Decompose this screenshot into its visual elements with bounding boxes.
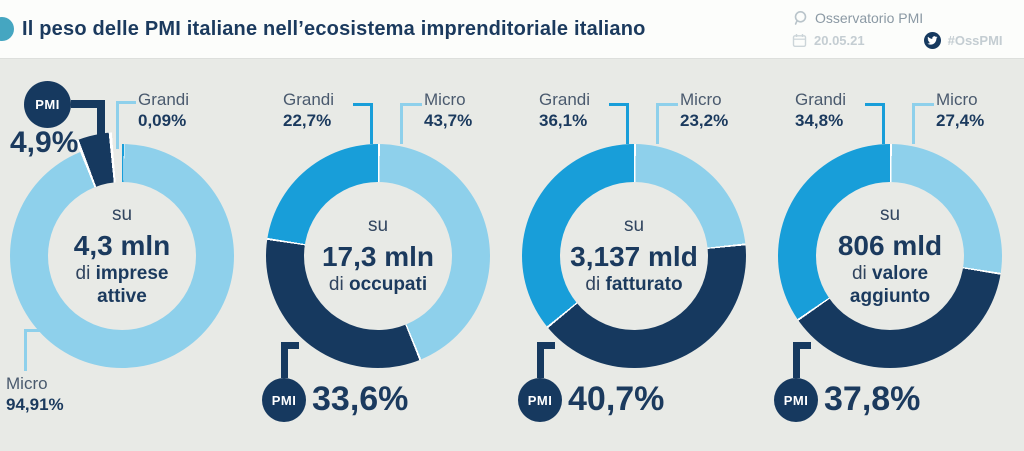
source-row: Osservatorio PMI xyxy=(792,7,1003,29)
donut-center: su 3,137 mld di fatturato xyxy=(560,182,708,330)
date-row: 20.05.21 #OssPMI xyxy=(792,29,1003,51)
center-desc-label: imprese attive xyxy=(95,262,169,307)
header: Il peso delle PMI italiane nell’ecosiste… xyxy=(0,0,1024,59)
pmi-connector xyxy=(71,100,105,156)
grandi-label: Grandi 22,7% xyxy=(283,89,334,132)
grandi-label-name: Grandi xyxy=(283,90,335,109)
page-title: Il peso delle PMI italiane nell’ecosiste… xyxy=(22,17,646,40)
source-label: Osservatorio PMI xyxy=(815,10,924,26)
grandi-label-name: Grandi xyxy=(138,90,190,109)
micro-label-value: 43,7% xyxy=(424,111,473,131)
center-desc-connector: di xyxy=(851,262,873,284)
grandi-connector xyxy=(116,101,136,149)
center-desc-connector: di xyxy=(328,274,349,296)
charts-row: su 4,3 mln di imprese attive PMI 4,9% Grandi 0… xyxy=(0,59,1024,451)
donut-center: su 17,3 mln di occupati xyxy=(304,182,452,330)
pmi-percentage: 33,6% xyxy=(312,380,409,418)
center-desc-label: occupati xyxy=(348,274,428,296)
micro-label-value: 23,2% xyxy=(680,111,729,131)
logo-dot-icon xyxy=(0,17,14,41)
center-desc-label: fatturato xyxy=(605,274,683,296)
donut-center: su 806 mld di valore aggiunto xyxy=(816,182,964,330)
grandi-label-name: Grandi xyxy=(539,90,591,109)
center-desc: di fatturato xyxy=(585,274,682,297)
pmi-percentage: 4,9% xyxy=(10,126,79,159)
date-label: 20.05.21 xyxy=(814,32,865,48)
pmi-badge: PMI xyxy=(262,378,306,422)
donut-chart-3: su 3,137 mld di fatturato PMI 40,7% Grandi 36,… xyxy=(512,59,768,451)
pmi-connector xyxy=(793,342,811,378)
pmi-badge: PMI xyxy=(774,378,818,422)
center-prefix: su xyxy=(111,203,133,225)
micro-label-value: 27,4% xyxy=(936,111,985,131)
grandi-label: Grandi 0,09% xyxy=(138,89,189,132)
center-prefix: su xyxy=(623,215,645,237)
micro-connector xyxy=(400,103,422,144)
center-prefix: su xyxy=(879,203,901,225)
pmi-badge: PMI xyxy=(24,81,71,128)
pmi-connector xyxy=(537,342,555,378)
donut-chart-2: su 17,3 mln di occupati PMI 33,6% Grandi 22,7%… xyxy=(256,59,512,451)
micro-label-value: 94,91% xyxy=(6,395,64,415)
micro-connector xyxy=(656,103,678,144)
grandi-label: Grandi 34,8% xyxy=(795,89,846,132)
micro-label-name: Micro xyxy=(424,90,466,109)
micro-label-name: Micro xyxy=(6,374,48,393)
center-value: 4,3 mln xyxy=(73,229,171,261)
micro-label-name: Micro xyxy=(936,90,978,109)
center-value: 806 mld xyxy=(837,229,943,261)
donut-chart-4: su 806 mld di valore aggiunto PMI 37,8% Grand… xyxy=(768,59,1024,451)
center-desc: di imprese attive xyxy=(53,263,191,309)
center-desc-label: valore aggiunto xyxy=(849,262,931,307)
grandi-label-name: Grandi xyxy=(795,90,847,109)
center-value: 3,137 mld xyxy=(570,241,698,273)
grandi-label-value: 36,1% xyxy=(539,111,588,131)
hashtag-label: #OssPMI xyxy=(947,32,1003,48)
pmi-badge: PMI xyxy=(518,378,562,422)
twitter-icon xyxy=(923,31,941,49)
center-desc: di occupati xyxy=(329,274,427,297)
micro-label: Micro 27,4% xyxy=(936,89,984,132)
micro-label-name: Micro xyxy=(680,90,722,109)
pmi-percentage: 40,7% xyxy=(568,380,665,418)
micro-connector xyxy=(912,103,934,144)
center-value: 17,3 mln xyxy=(321,241,435,273)
grandi-label-value: 22,7% xyxy=(283,111,332,131)
grandi-label-value: 0,09% xyxy=(138,111,187,131)
header-meta: Osservatorio PMI 20.05.21 #OssPMI xyxy=(792,7,1003,51)
center-desc-connector: di xyxy=(585,274,606,296)
grandi-label: Grandi 36,1% xyxy=(539,89,590,132)
calendar-icon xyxy=(792,33,807,47)
micro-label: Micro 43,7% xyxy=(424,89,472,132)
lens-bubble-icon xyxy=(794,11,807,25)
micro-label: Micro 23,2% xyxy=(680,89,728,132)
micro-connector xyxy=(24,329,50,371)
donut-center: su 4,3 mln di imprese attive xyxy=(48,182,196,330)
grandi-connector xyxy=(353,103,373,144)
center-desc: di valore aggiunto xyxy=(821,263,959,309)
center-desc-connector: di xyxy=(75,262,96,284)
center-prefix: su xyxy=(367,215,389,237)
grandi-label-value: 34,8% xyxy=(795,111,844,131)
pmi-percentage: 37,8% xyxy=(824,380,921,418)
grandi-connector xyxy=(609,103,629,144)
donut-chart-1: su 4,3 mln di imprese attive PMI 4,9% Grandi 0… xyxy=(0,59,256,451)
grandi-connector xyxy=(865,103,885,144)
micro-label: Micro 94,91% xyxy=(6,373,64,416)
pmi-connector xyxy=(281,342,299,378)
